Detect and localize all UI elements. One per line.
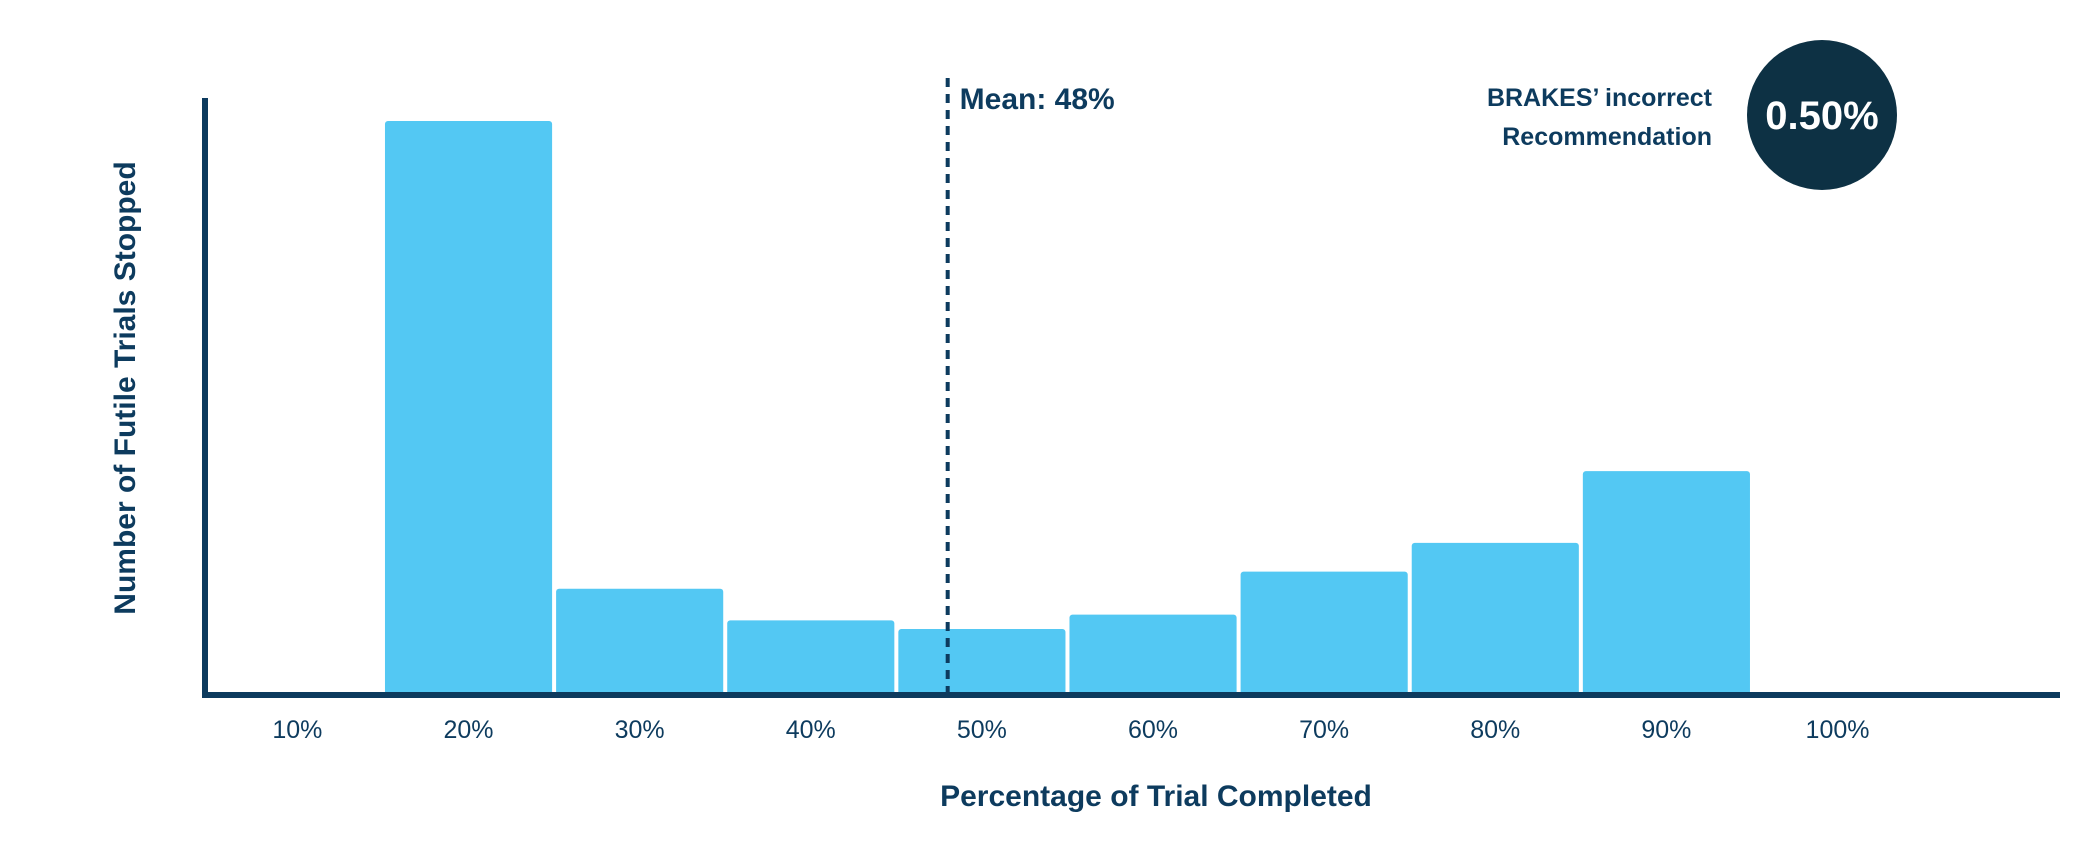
x-tick-label: 40% bbox=[786, 716, 836, 744]
bar-50pct bbox=[898, 628, 1066, 695]
callout-label-line2: Recommendation bbox=[1502, 123, 1712, 151]
x-tick-label: 30% bbox=[615, 716, 665, 744]
y-axis-title: Number of Futile Trials Stopped bbox=[109, 161, 142, 614]
x-tick-label: 10% bbox=[272, 716, 322, 744]
bar-20pct bbox=[384, 120, 553, 695]
axes-group bbox=[202, 98, 2060, 698]
x-tick-label: 80% bbox=[1470, 716, 1520, 744]
x-tick-label: 90% bbox=[1641, 716, 1691, 744]
callout-badge bbox=[1747, 40, 1897, 190]
x-tick-label: 70% bbox=[1299, 716, 1349, 744]
bar-70pct bbox=[1240, 571, 1408, 695]
x-tick-label: 100% bbox=[1806, 716, 1870, 744]
bar-90pct bbox=[1582, 471, 1750, 695]
mean-label: Mean: 48% bbox=[960, 83, 1115, 116]
bars-group bbox=[384, 120, 1750, 695]
x-tick-label: 50% bbox=[957, 716, 1007, 744]
x-tick-labels: 10% 20% 30% 40% 50% 60% 70% 80% 90% 100% bbox=[272, 716, 1869, 744]
bar-80pct bbox=[1411, 542, 1579, 695]
x-tick-label: 20% bbox=[444, 716, 494, 744]
x-axis-title: Percentage of Trial Completed bbox=[940, 780, 1372, 813]
callout-badge-value: 0.50% bbox=[1765, 94, 1878, 138]
callout-label-line1: BRAKES’ incorrect bbox=[1487, 84, 1713, 112]
x-tick-label: 60% bbox=[1128, 716, 1178, 744]
bar-40pct bbox=[727, 620, 895, 695]
bar-30pct bbox=[556, 588, 724, 695]
bar-60pct bbox=[1069, 614, 1237, 695]
